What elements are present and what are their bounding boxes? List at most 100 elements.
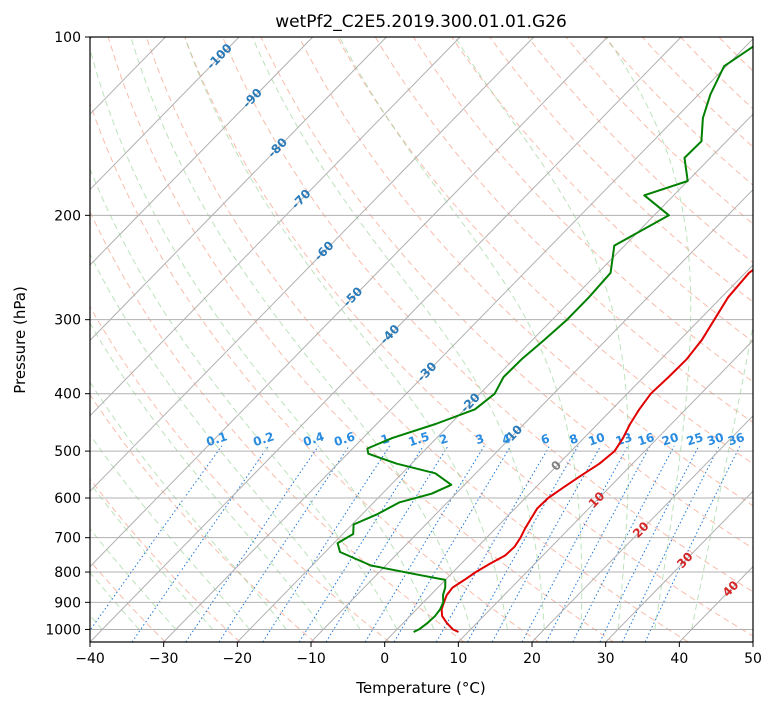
dry-adiabat-line <box>107 37 614 642</box>
y-tick-label: 400 <box>54 387 81 403</box>
mixing-ratio-label: 25 <box>685 430 705 448</box>
dry-adiabat-line <box>565 37 753 225</box>
x-tick-label: −10 <box>296 651 326 667</box>
moist-adiabat-line <box>90 253 361 630</box>
dry-adiabat-line <box>489 37 753 303</box>
dry-adiabat-line <box>451 37 753 343</box>
mixing-ratio-label: 0.2 <box>251 429 276 449</box>
x-axis-ticks: −40 −30 −20 −10 0 10 20 30 40 50 <box>75 642 762 667</box>
isotherm-line <box>90 37 240 191</box>
dewpoint-profile-line <box>336 45 753 633</box>
dry-adiabat-line <box>145 37 689 642</box>
dry-adiabat-line <box>90 305 390 642</box>
isotherm-line <box>384 264 753 642</box>
dry-adiabat-line <box>222 37 753 593</box>
mixing-ratio-line <box>298 445 424 642</box>
x-tick-label: 10 <box>449 651 467 667</box>
isotherm-line <box>163 38 753 642</box>
x-tick-label: 50 <box>744 651 762 667</box>
mixing-ratio-label: 0.1 <box>205 429 230 449</box>
dry-adiabat-line <box>260 37 753 550</box>
moist-adiabat-line <box>90 47 435 630</box>
mixing-ratio-label: 2 <box>437 431 449 447</box>
mixing-ratio-label: 3 <box>474 431 486 447</box>
mixing-ratio-line <box>325 445 449 642</box>
mixing-ratio-line <box>572 445 675 642</box>
isotherm-line <box>310 188 753 642</box>
isotherm-line <box>90 37 535 492</box>
mixing-ratio-line <box>262 445 391 642</box>
mixing-ratio-line <box>599 445 700 642</box>
mixing-ratio-label: 13 <box>614 430 634 448</box>
isotherm-line <box>605 490 753 642</box>
mixing-ratio-label: 20 <box>660 430 680 448</box>
y-tick-label: 800 <box>54 565 81 581</box>
isotherm-line <box>236 113 753 642</box>
dry-adiabat-line <box>757 37 775 642</box>
x-tick-label: 40 <box>670 651 688 667</box>
moist-adiabat-line <box>90 433 250 630</box>
y-axis-ticks: 100 200 300 400 500 600 700 800 900 1000 <box>45 30 90 638</box>
y-tick-label: 100 <box>54 30 81 46</box>
line-labels: -100-90-80-70-60-50-40-30-20-10010203040… <box>204 41 746 600</box>
x-tick-label: 0 <box>380 651 389 667</box>
isotherm-line <box>457 339 753 642</box>
isotherm-line <box>90 37 682 642</box>
mixing-ratio-label: 0.6 <box>332 429 357 449</box>
x-tick-label: −30 <box>149 651 179 667</box>
isotherm-line <box>90 37 608 568</box>
plot-frame <box>89 36 754 643</box>
moist-adiabat-line <box>691 322 753 630</box>
moist-adiabat-line <box>454 37 630 630</box>
dry-adiabat-line <box>413 37 753 383</box>
moist-adiabat-line <box>90 527 177 630</box>
mixing-ratio-label: 36 <box>726 430 746 448</box>
y-tick-label: 700 <box>54 531 81 547</box>
dry-adiabat-line <box>718 37 753 72</box>
dry-adiabat-line <box>336 37 753 465</box>
isotherm-line <box>752 641 753 642</box>
dry-adiabat-line <box>642 37 753 148</box>
x-tick-label: 20 <box>523 651 541 667</box>
moist-adiabat-line <box>90 322 324 630</box>
dry-adiabat-line <box>90 393 316 642</box>
dry-adiabat-line <box>527 37 753 264</box>
moist-adiabat-line <box>339 37 583 630</box>
mixing-ratio-label: 16 <box>636 430 656 448</box>
mixing-ratio-line <box>393 445 512 642</box>
moist-adiabat-line <box>184 37 508 630</box>
dry-adiabat-line <box>374 37 753 424</box>
moist-adiabat-line <box>90 482 214 630</box>
mixing-ratio-line <box>621 445 720 642</box>
mixing-ratio-line <box>90 445 223 632</box>
dry-adiabat-line <box>90 102 540 642</box>
mixing-ratio-line <box>364 445 485 642</box>
y-tick-label: 600 <box>54 491 81 507</box>
dry-adiabat-line <box>90 478 241 642</box>
isotherm-line <box>90 37 461 417</box>
x-axis-title: Temperature (°C) <box>355 679 485 697</box>
isotherm-line <box>90 37 314 266</box>
moist-adiabat-line <box>90 167 398 630</box>
moist-adiabat-line <box>90 381 287 630</box>
moist-adiabat-line <box>606 37 692 630</box>
mixing-ratio-label: 8 <box>568 431 580 447</box>
mixing-ratio-label: 10 <box>586 430 606 448</box>
y-tick-label: 200 <box>54 208 81 224</box>
profile-series <box>336 45 753 633</box>
isotherm-line <box>90 37 387 342</box>
temperature-profile-line <box>440 268 753 633</box>
mixing-ratio-line <box>491 445 602 642</box>
moist-adiabat-line <box>90 571 140 630</box>
x-tick-label: −20 <box>223 651 253 667</box>
mixing-ratio-label: 4 <box>500 431 512 447</box>
y-axis-title: Pressure (hPa) <box>11 286 29 394</box>
mixing-ratio-label: 6 <box>539 431 551 447</box>
x-tick-label: 30 <box>597 651 615 667</box>
mixing-ratio-line <box>218 445 350 642</box>
dry-adiabat-line <box>298 37 753 507</box>
moist-adiabat-line <box>251 37 545 630</box>
chart-title: wetPf2_C2E5.2019.300.01.01.G26 <box>275 12 567 32</box>
